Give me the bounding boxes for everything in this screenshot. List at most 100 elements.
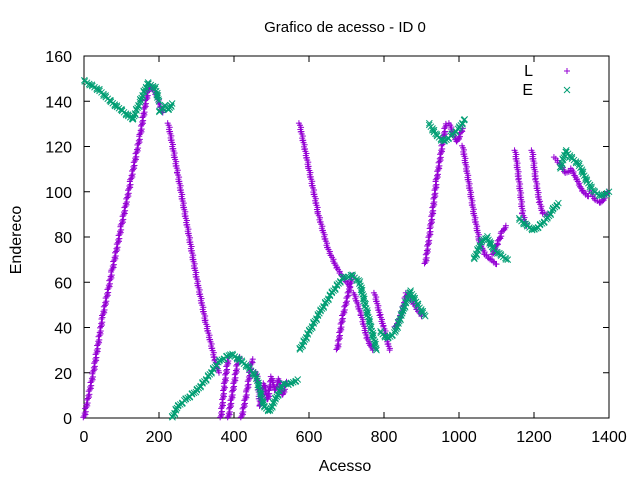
data-point bbox=[216, 356, 224, 364]
data-point bbox=[270, 400, 277, 407]
series-e-points bbox=[80, 76, 613, 421]
data-point bbox=[308, 324, 316, 332]
data-point bbox=[167, 102, 175, 109]
data-point bbox=[357, 286, 365, 294]
data-point bbox=[368, 331, 376, 339]
data-point bbox=[221, 384, 228, 391]
data-point bbox=[155, 97, 163, 105]
data-point bbox=[223, 352, 231, 360]
data-point bbox=[169, 413, 176, 421]
data-point bbox=[425, 119, 433, 127]
y-tick-label: 140 bbox=[45, 94, 72, 111]
data-point bbox=[98, 316, 105, 323]
data-point bbox=[598, 191, 606, 199]
data-point bbox=[341, 306, 348, 313]
data-point bbox=[122, 111, 130, 119]
legend-label-l: L bbox=[524, 63, 533, 80]
data-point bbox=[486, 240, 493, 247]
data-point bbox=[356, 280, 363, 287]
data-point bbox=[358, 288, 365, 296]
data-point bbox=[342, 302, 349, 309]
data-point bbox=[334, 264, 341, 271]
data-point bbox=[371, 342, 379, 350]
data-point bbox=[407, 287, 414, 294]
data-point bbox=[249, 356, 256, 363]
data-point bbox=[343, 301, 350, 308]
data-point bbox=[504, 256, 512, 263]
data-point bbox=[337, 279, 344, 286]
data-point bbox=[372, 345, 380, 352]
legend-marker-e bbox=[563, 86, 571, 94]
y-tick-label: 120 bbox=[45, 140, 72, 157]
data-point bbox=[547, 211, 554, 219]
legend-marker-l bbox=[564, 68, 570, 74]
data-point bbox=[441, 137, 448, 144]
data-point bbox=[136, 98, 144, 106]
data-point bbox=[365, 320, 373, 328]
x-tick-label: 600 bbox=[296, 429, 323, 446]
data-point bbox=[459, 120, 466, 128]
data-point bbox=[361, 302, 369, 310]
data-point bbox=[575, 160, 583, 168]
x-tick-label: 0 bbox=[80, 429, 89, 446]
data-point bbox=[433, 181, 440, 188]
data-point bbox=[392, 327, 399, 335]
data-point bbox=[342, 299, 349, 306]
y-tick-label: 60 bbox=[54, 275, 72, 292]
legend: LE bbox=[522, 63, 571, 99]
data-point bbox=[398, 312, 405, 320]
data-point bbox=[325, 296, 332, 304]
data-point bbox=[213, 362, 220, 370]
data-point bbox=[360, 297, 368, 305]
data-point bbox=[342, 273, 350, 281]
data-point bbox=[258, 398, 266, 406]
data-point bbox=[588, 183, 595, 191]
x-tick-label: 1200 bbox=[516, 429, 552, 446]
y-tick-label: 100 bbox=[45, 185, 72, 202]
x-tick-label: 1000 bbox=[441, 429, 477, 446]
data-point bbox=[245, 364, 253, 371]
data-point bbox=[496, 234, 503, 241]
data-point bbox=[493, 261, 500, 268]
data-point bbox=[555, 199, 562, 207]
data-point bbox=[426, 225, 433, 232]
data-point bbox=[399, 307, 407, 315]
data-point bbox=[582, 174, 590, 181]
data-point bbox=[442, 124, 449, 131]
data-point bbox=[95, 85, 103, 93]
data-point bbox=[455, 134, 462, 141]
data-point bbox=[303, 335, 310, 342]
data-point bbox=[320, 304, 328, 311]
data-point bbox=[531, 225, 538, 233]
data-point bbox=[559, 156, 567, 164]
data-point bbox=[605, 188, 613, 196]
data-point bbox=[174, 401, 182, 409]
data-point bbox=[371, 340, 378, 348]
data-point bbox=[153, 91, 161, 99]
data-point bbox=[154, 94, 161, 101]
data-point bbox=[583, 176, 591, 184]
data-point bbox=[299, 342, 307, 350]
x-axis-label: Acesso bbox=[319, 458, 372, 475]
y-tick-label: 80 bbox=[54, 230, 72, 247]
data-point bbox=[294, 376, 302, 383]
data-point bbox=[501, 225, 508, 232]
data-point bbox=[579, 168, 587, 176]
data-point bbox=[502, 222, 509, 229]
data-point bbox=[257, 392, 265, 400]
data-point bbox=[202, 376, 210, 384]
data-point bbox=[502, 256, 510, 263]
data-point bbox=[578, 166, 586, 174]
data-point bbox=[369, 334, 377, 341]
data-point bbox=[557, 165, 564, 172]
data-point bbox=[421, 312, 429, 320]
data-point bbox=[182, 395, 190, 402]
y-tick-label: 0 bbox=[63, 411, 72, 428]
y-axis-label: Endereco bbox=[8, 206, 25, 275]
x-tick-label: 800 bbox=[371, 429, 398, 446]
y-tick-label: 40 bbox=[54, 321, 72, 338]
data-point bbox=[155, 96, 162, 103]
data-point bbox=[340, 311, 347, 318]
data-point bbox=[340, 308, 347, 315]
data-point bbox=[448, 130, 456, 138]
